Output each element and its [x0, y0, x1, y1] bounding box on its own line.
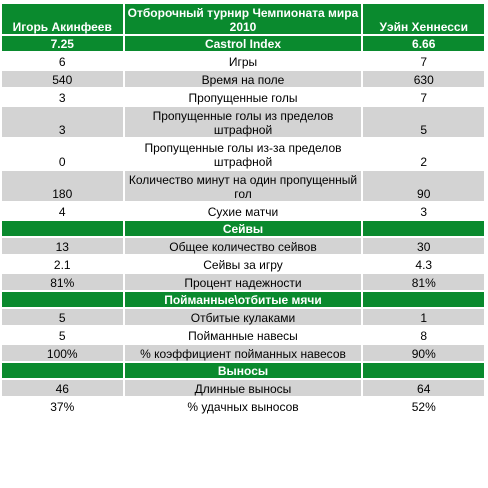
table-row: 540 Время на поле 630 [2, 71, 484, 87]
section-title: Выносы [124, 363, 362, 378]
right-value: 90% [363, 345, 484, 361]
table-row: 6 Игры 7 [2, 53, 484, 69]
right-value: 3 [363, 203, 484, 219]
header-title: Отборочный турнир Чемпионата мира 2010 [124, 4, 362, 34]
right-value: 4.3 [363, 256, 484, 272]
right-value [363, 363, 484, 378]
stat-label: Пропущенные голы из пределов штрафной [124, 107, 362, 137]
right-value: 64 [363, 380, 484, 396]
table-row: 180 Количество минут на один пропущенный… [2, 171, 484, 201]
left-value: 3 [2, 107, 123, 137]
left-value: 5 [2, 309, 123, 325]
right-value: 7 [363, 53, 484, 69]
right-value: 6.66 [363, 36, 484, 51]
table-row: 2.1 Сейвы за игру 4.3 [2, 256, 484, 272]
left-value: 13 [2, 238, 123, 254]
left-value: 81% [2, 274, 123, 290]
left-value: 180 [2, 171, 123, 201]
stat-label: % удачных выносов [124, 398, 362, 414]
left-value: 6 [2, 53, 123, 69]
right-value: 52% [363, 398, 484, 414]
left-value: 2.1 [2, 256, 123, 272]
left-value: 3 [2, 89, 123, 105]
stat-label: Отбитые кулаками [124, 309, 362, 325]
table-row: 5 Пойманные навесы 8 [2, 327, 484, 343]
table-row: 81% Процент надежности 81% [2, 274, 484, 290]
section-row-saves: Сейвы [2, 221, 484, 236]
right-value: 81% [363, 274, 484, 290]
stat-label: Количество минут на один пропущенный гол [124, 171, 362, 201]
left-value: 540 [2, 71, 123, 87]
table-row: 13 Общее количество сейвов 30 [2, 238, 484, 254]
stat-label: Время на поле [124, 71, 362, 87]
left-value: 0 [2, 139, 123, 169]
table-row: 37% % удачных выносов 52% [2, 398, 484, 414]
stat-label: Сейвы за игру [124, 256, 362, 272]
comparison-table: Игорь Акинфеев Отборочный турнир Чемпион… [0, 2, 486, 416]
right-value [363, 292, 484, 307]
stat-label: % коэффициент пойманных навесов [124, 345, 362, 361]
table-row: 46 Длинные выносы 64 [2, 380, 484, 396]
stat-label: Пропущенные голы из-за пределов штрафной [124, 139, 362, 169]
table-row: 0 Пропущенные голы из-за пределов штрафн… [2, 139, 484, 169]
stat-label: Процент надежности [124, 274, 362, 290]
left-value: 5 [2, 327, 123, 343]
left-value: 7.25 [2, 36, 123, 51]
section-title: Сейвы [124, 221, 362, 236]
stats-comparison: Игорь Акинфеев Отборочный турнир Чемпион… [2, 2, 484, 416]
stat-label: Игры [124, 53, 362, 69]
section-row-catches: Пойманные\отбитые мячи [2, 292, 484, 307]
right-value: 90 [363, 171, 484, 201]
table-row: 3 Пропущенные голы из пределов штрафной … [2, 107, 484, 137]
left-value: 37% [2, 398, 123, 414]
right-value: 7 [363, 89, 484, 105]
header-left-player: Игорь Акинфеев [2, 4, 123, 34]
left-value: 4 [2, 203, 123, 219]
table-row: 5 Отбитые кулаками 1 [2, 309, 484, 325]
table-row: 3 Пропущенные голы 7 [2, 89, 484, 105]
left-value: 46 [2, 380, 123, 396]
stat-label: Сухие матчи [124, 203, 362, 219]
left-value [2, 292, 123, 307]
header-right-player: Уэйн Хеннесси [363, 4, 484, 34]
table-row: 4 Сухие матчи 3 [2, 203, 484, 219]
stat-label: Общее количество сейвов [124, 238, 362, 254]
section-title: Пойманные\отбитые мячи [124, 292, 362, 307]
section-row-castrol: 7.25 Castrol Index 6.66 [2, 36, 484, 51]
right-value: 2 [363, 139, 484, 169]
section-row-clearances: Выносы [2, 363, 484, 378]
right-value: 1 [363, 309, 484, 325]
header-row: Игорь Акинфеев Отборочный турнир Чемпион… [2, 4, 484, 34]
stat-label: Длинные выносы [124, 380, 362, 396]
table-row: 100% % коэффициент пойманных навесов 90% [2, 345, 484, 361]
left-value [2, 221, 123, 236]
right-value [363, 221, 484, 236]
right-value: 8 [363, 327, 484, 343]
section-title: Castrol Index [124, 36, 362, 51]
left-value [2, 363, 123, 378]
right-value: 30 [363, 238, 484, 254]
stat-label: Пропущенные голы [124, 89, 362, 105]
right-value: 630 [363, 71, 484, 87]
right-value: 5 [363, 107, 484, 137]
stat-label: Пойманные навесы [124, 327, 362, 343]
left-value: 100% [2, 345, 123, 361]
